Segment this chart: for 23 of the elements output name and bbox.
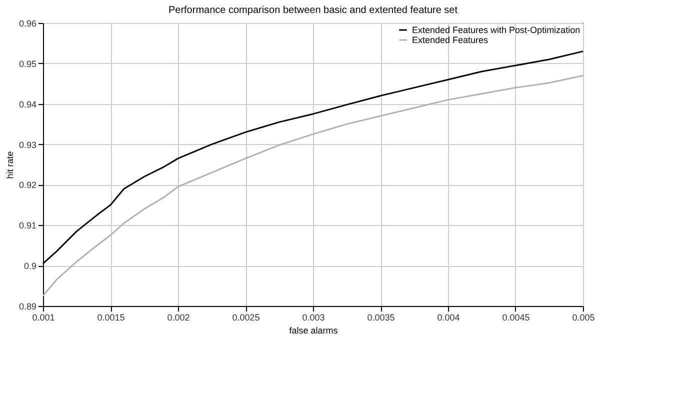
x-axis-title: false alarms bbox=[289, 326, 338, 336]
line-series bbox=[42, 74, 584, 297]
x-tick-label: 0.001 bbox=[32, 312, 55, 322]
x-tick-label: 0.002 bbox=[167, 312, 190, 322]
y-tick-label: 0.96 bbox=[18, 18, 36, 28]
chart-title: Performance comparison between basic and extented feature set bbox=[168, 5, 458, 16]
y-tick-label: 0.89 bbox=[18, 302, 36, 312]
y-tick-label: 0.9 bbox=[24, 261, 36, 272]
x-tick-label: 0.004 bbox=[437, 312, 460, 322]
x-tick-label: 0.0035 bbox=[367, 312, 395, 322]
x-tick-label: 0.0045 bbox=[502, 312, 530, 322]
y-tick-label: 0.95 bbox=[18, 58, 36, 69]
x-tick-label: 0.0015 bbox=[97, 312, 125, 322]
y-tick-label: 0.92 bbox=[18, 180, 36, 190]
x-tick-label: 0.0025 bbox=[232, 312, 260, 322]
y-tick-label: 0.91 bbox=[18, 220, 36, 231]
y-axis-title: hit rate bbox=[4, 151, 15, 179]
legend-label: Extended Features bbox=[412, 35, 489, 45]
x-tick-label: 0.003 bbox=[302, 312, 325, 322]
legend-label: Extended Features with Post-Optimization bbox=[412, 25, 580, 35]
x-tick-label: 0.005 bbox=[572, 312, 595, 322]
y-tick-label: 0.93 bbox=[18, 140, 36, 150]
y-tick-label: 0.94 bbox=[18, 99, 36, 110]
